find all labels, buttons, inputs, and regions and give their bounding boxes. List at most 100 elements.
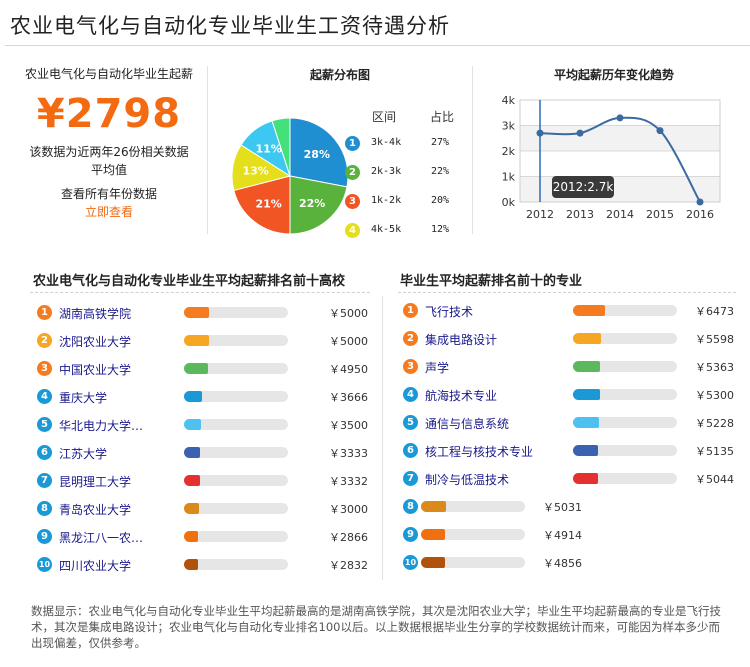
salary-bar-track (573, 473, 677, 484)
pie-slice-label: 21% (255, 197, 281, 210)
salary-bar-track (421, 501, 525, 512)
schools-ranking-title: 农业电气化与自动化专业毕业生平均起薪排名前十高校 (33, 274, 346, 289)
salary-bar-track (184, 447, 288, 458)
majors-title-rule (398, 292, 736, 293)
page-title: 农业电气化与自动化专业毕业生工资待遇分析 (10, 14, 450, 38)
school-name-link[interactable]: 江苏大学 (59, 447, 108, 461)
salary-bar-fill (184, 503, 199, 514)
legend-number-badge: 1 (345, 136, 360, 151)
salary-bar-fill (184, 363, 208, 374)
x-tick-label: 2012 (526, 208, 554, 221)
major-rank-row: 7 制冷与低温技术 ￥5044 (403, 468, 748, 490)
school-name-link[interactable]: 青岛农业大学 (59, 503, 132, 517)
trend-point[interactable] (696, 198, 704, 206)
school-name-link[interactable]: 沈阳农业大学 (59, 335, 132, 349)
starting-salary-note: 该数据为近两年26份相关数据平均值 (29, 145, 189, 177)
salary-trend-panel: 平均起薪历年变化趋势 0k 1k 2k 3k 4k 2012 2013 2014 2015 201… (478, 66, 750, 241)
salary-bar-fill (421, 529, 446, 540)
salary-value: ￥5000 (329, 335, 368, 348)
rank-number-badge: 7 (37, 473, 52, 488)
starting-salary-value: ¥2798 (36, 91, 182, 137)
salary-bar-fill (573, 305, 606, 316)
rank-number-badge: 8 (37, 501, 52, 516)
legend-number-badge: 3 (345, 194, 360, 209)
salary-bar-track (573, 389, 677, 400)
salary-value: ￥5598 (695, 333, 734, 346)
legend-percent: 22% (431, 166, 450, 177)
major-name-link[interactable]: 集成电路设计 (425, 333, 498, 347)
school-rank-row: 10 四川农业大学 ￥2832 (37, 554, 377, 576)
school-rank-row: 3 中国农业大学 ￥4950 (37, 358, 377, 380)
salary-bar-fill (184, 391, 202, 402)
legend-percent: 12% (431, 224, 450, 235)
major-rank-row: 4 航海技术专业 ￥5300 (403, 384, 748, 406)
rank-number-badge: 5 (403, 415, 418, 430)
salary-bar-track (184, 363, 288, 374)
pie-slice (289, 175, 348, 235)
major-name-link[interactable]: 声学 (425, 361, 450, 375)
rank-number-badge: 9 (37, 529, 52, 544)
trend-point[interactable] (536, 129, 544, 137)
school-rank-row: 4 重庆大学 ￥3666 (37, 386, 377, 408)
pie-slice-label: 22% (299, 197, 325, 210)
salary-distribution-panel: 起薪分布图 28% 22% 21% 13% 11% 区间 占比 1 3k-4k 27% 2 2k… (210, 66, 470, 241)
salary-value: ￥5135 (695, 445, 734, 458)
major-rank-row: 2 集成电路设计 ￥5598 (403, 328, 748, 350)
rank-number-badge: 1 (403, 303, 418, 318)
view-now-link[interactable]: 立即查看 (84, 205, 133, 219)
school-name-link[interactable]: 黑龙江八一农… (59, 531, 144, 545)
salary-value: ￥3666 (329, 391, 368, 404)
salary-value: ￥4950 (329, 363, 368, 376)
rank-number-badge: 7 (403, 471, 418, 486)
school-rank-row: 5 华北电力大学… ￥3500 (37, 414, 377, 436)
major-name-link[interactable]: 航海技术专业 (425, 389, 498, 403)
salary-bar-track (573, 333, 677, 344)
major-rank-row: 3 声学 ￥5363 (403, 356, 748, 378)
rank-number-badge: 10 (403, 555, 418, 570)
trend-point[interactable] (616, 114, 624, 122)
salary-pie-chart: 28% 22% 21% 13% 11% (231, 117, 349, 235)
salary-value: ￥5300 (695, 389, 734, 402)
grid-band (520, 151, 720, 177)
salary-bar-fill (184, 559, 198, 570)
salary-bar-fill (184, 335, 209, 346)
x-tick-label: 2014 (606, 208, 634, 221)
rank-number-badge: 6 (403, 443, 418, 458)
salary-trend-chart: 0k 1k 2k 3k 4k 2012 2013 2014 2015 2016 2012:2.7k (502, 94, 721, 221)
starting-salary-label: 农业电气化与自动化毕业生起薪 (25, 67, 194, 81)
salary-value: ￥2866 (329, 531, 368, 544)
trend-point[interactable] (656, 127, 664, 135)
salary-bar-track (184, 503, 288, 514)
school-rank-row: 1 湖南高铁学院 ￥5000 (37, 302, 377, 324)
trend-tooltip-text: 2012:2.7k (553, 180, 614, 194)
x-tick-label: 2016 (686, 208, 714, 221)
school-name-link[interactable]: 重庆大学 (59, 391, 108, 405)
salary-bar-fill (184, 307, 209, 318)
trend-point[interactable] (576, 129, 584, 137)
pie-title: 起薪分布图 (309, 68, 370, 82)
school-name-link[interactable]: 四川农业大学 (59, 559, 132, 573)
major-name-link[interactable]: 飞行技术 (425, 305, 474, 319)
salary-value: ￥5363 (695, 361, 734, 374)
salary-bar-fill (573, 333, 602, 344)
school-name-link[interactable]: 湖南高铁学院 (59, 307, 132, 321)
major-name-link[interactable]: 核工程与核技术专业 (425, 445, 534, 459)
salary-bar-fill (421, 557, 445, 568)
major-name-link[interactable]: 制冷与低温技术 (425, 473, 510, 487)
school-name-link[interactable]: 华北电力大学… (59, 419, 144, 433)
school-rank-row: 9 黑龙江八一农… ￥2866 (37, 526, 377, 548)
major-rank-row: 6 核工程与核技术专业 ￥5135 (403, 440, 748, 462)
salary-value: ￥4856 (543, 557, 582, 570)
schools-title-rule (30, 292, 370, 293)
school-name-link[interactable]: 昆明理工大学 (59, 475, 132, 489)
pie-slice-label: 13% (242, 165, 268, 178)
school-name-link[interactable]: 中国农业大学 (59, 363, 132, 377)
starting-salary-panel: 农业电气化与自动化毕业生起薪 ¥2798 该数据为近两年26份相关数据平均值 查… (25, 66, 193, 221)
grid-band (520, 125, 720, 151)
salary-value: ￥6473 (695, 305, 734, 318)
salary-bar-fill (421, 501, 446, 512)
major-name-link[interactable]: 通信与信息系统 (425, 417, 510, 431)
major-rank-row: 1 飞行技术 ￥6473 (403, 300, 748, 322)
salary-bar-fill (184, 531, 198, 542)
legend-number-badge: 2 (345, 165, 360, 180)
